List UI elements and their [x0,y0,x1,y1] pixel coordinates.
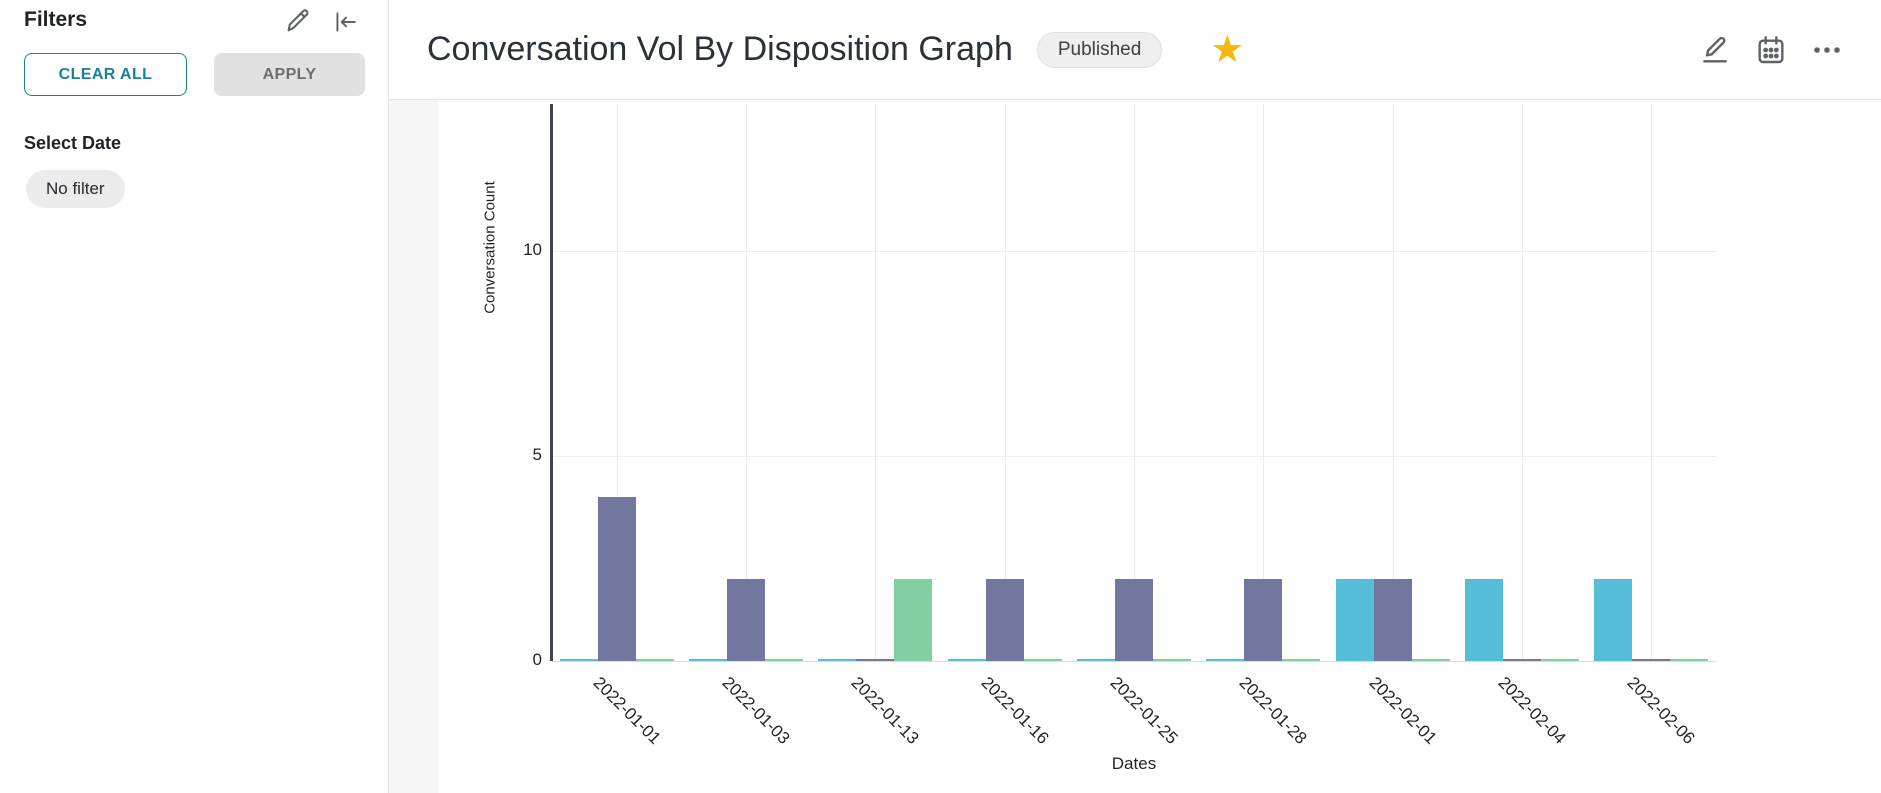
v-gridline [1004,104,1006,661]
edit-icon[interactable] [1699,34,1731,66]
x-tick-label: 2022-01-16 [977,673,1053,748]
chart-bar-green[interactable] [1411,658,1450,661]
chart-bar-green[interactable] [765,658,803,661]
y-axis-title: Conversation Count [481,181,499,314]
chart-bar-cyan[interactable] [689,658,727,661]
x-tick-label: 2022-01-13 [847,673,923,748]
chart-bar-purple[interactable] [1503,658,1541,661]
chart-bar-green[interactable] [1670,658,1709,661]
chart-bar-green[interactable] [1541,658,1579,661]
v-gridline [1134,104,1135,661]
bar-chart: Conversation Count Dates 0 5 10 2022-01-01 2… [438,100,1881,793]
main-content: Conversation Count Dates 0 5 10 2022-01-01 2… [389,100,1881,793]
chart-bar-purple[interactable] [1632,658,1671,661]
chart-bar-cyan[interactable] [559,658,598,661]
x-axis-line [552,661,1716,662]
x-tick-label: 2022-01-03 [718,673,794,748]
chart-bar-purple[interactable] [1373,579,1412,661]
v-gridline [746,104,747,661]
chart-bar-green[interactable] [1153,658,1191,661]
chart-bar-green[interactable] [1282,658,1321,661]
x-tick-label: 2022-01-25 [1106,673,1182,748]
filters-title: Filters [24,8,88,31]
calendar-icon[interactable] [1755,34,1787,66]
v-gridline [1263,104,1265,661]
chart-bar-cyan[interactable] [1077,658,1115,661]
x-tick-label: 2022-02-01 [1365,673,1441,748]
chart-bar-purple[interactable] [727,579,765,661]
x-tick-label: 2022-01-28 [1235,673,1311,748]
v-gridline [1392,104,1394,661]
chart-card: Conversation Count Dates 0 5 10 2022-01-01 2… [438,100,1881,793]
chart-bar-purple[interactable] [856,658,895,661]
filters-sidebar: Filters CLEAR ALL APPLY Select Date No f… [0,0,389,793]
chart-bar-green[interactable] [1023,658,1062,661]
chart-bar-cyan[interactable] [1465,579,1503,661]
y-tick-label: 5 [532,445,542,465]
chart-bar-cyan[interactable] [947,658,986,661]
x-tick-label: 2022-02-04 [1494,673,1570,748]
chart-bar-green[interactable] [635,658,674,661]
chart-bar-purple[interactable] [985,579,1024,661]
y-tick-label: 10 [523,240,542,260]
chart-bar-purple[interactable] [597,497,636,661]
chart-bar-purple[interactable] [1115,579,1153,661]
x-tick-label: 2022-02-06 [1623,673,1699,748]
favorite-star-icon[interactable]: ★ [1210,28,1245,71]
chart-bar-cyan[interactable] [1206,658,1245,661]
select-date-label: Select Date [24,133,122,153]
more-options-icon[interactable] [1811,34,1843,66]
header-actions [1699,34,1843,66]
chart-bar-purple[interactable] [1244,579,1283,661]
page-title: Conversation Vol By Disposition Graph [427,30,1013,68]
status-badge: Published [1036,31,1163,68]
x-tick-label: 2022-01-01 [589,673,665,748]
apply-button[interactable]: APPLY [214,53,365,96]
y-tick-label: 0 [532,650,542,669]
dashboard-header: Conversation Vol By Disposition Graph Pu… [389,0,1881,100]
v-gridline [1522,104,1523,661]
chart-bar-cyan[interactable] [1594,579,1633,661]
v-gridline [875,104,877,661]
y-axis-line [550,104,553,661]
no-filter-chip[interactable]: No filter [26,170,125,208]
clear-all-button[interactable]: CLEAR ALL [24,53,187,96]
x-axis-title: Dates [1111,754,1157,773]
chart-bar-cyan[interactable] [818,658,857,661]
v-gridline [616,104,618,661]
chart-bar-cyan[interactable] [1335,579,1374,661]
collapse-left-icon[interactable] [332,9,358,35]
v-gridline [1651,104,1653,661]
edit-filters-icon[interactable] [284,7,312,35]
chart-bar-green[interactable] [894,579,933,661]
